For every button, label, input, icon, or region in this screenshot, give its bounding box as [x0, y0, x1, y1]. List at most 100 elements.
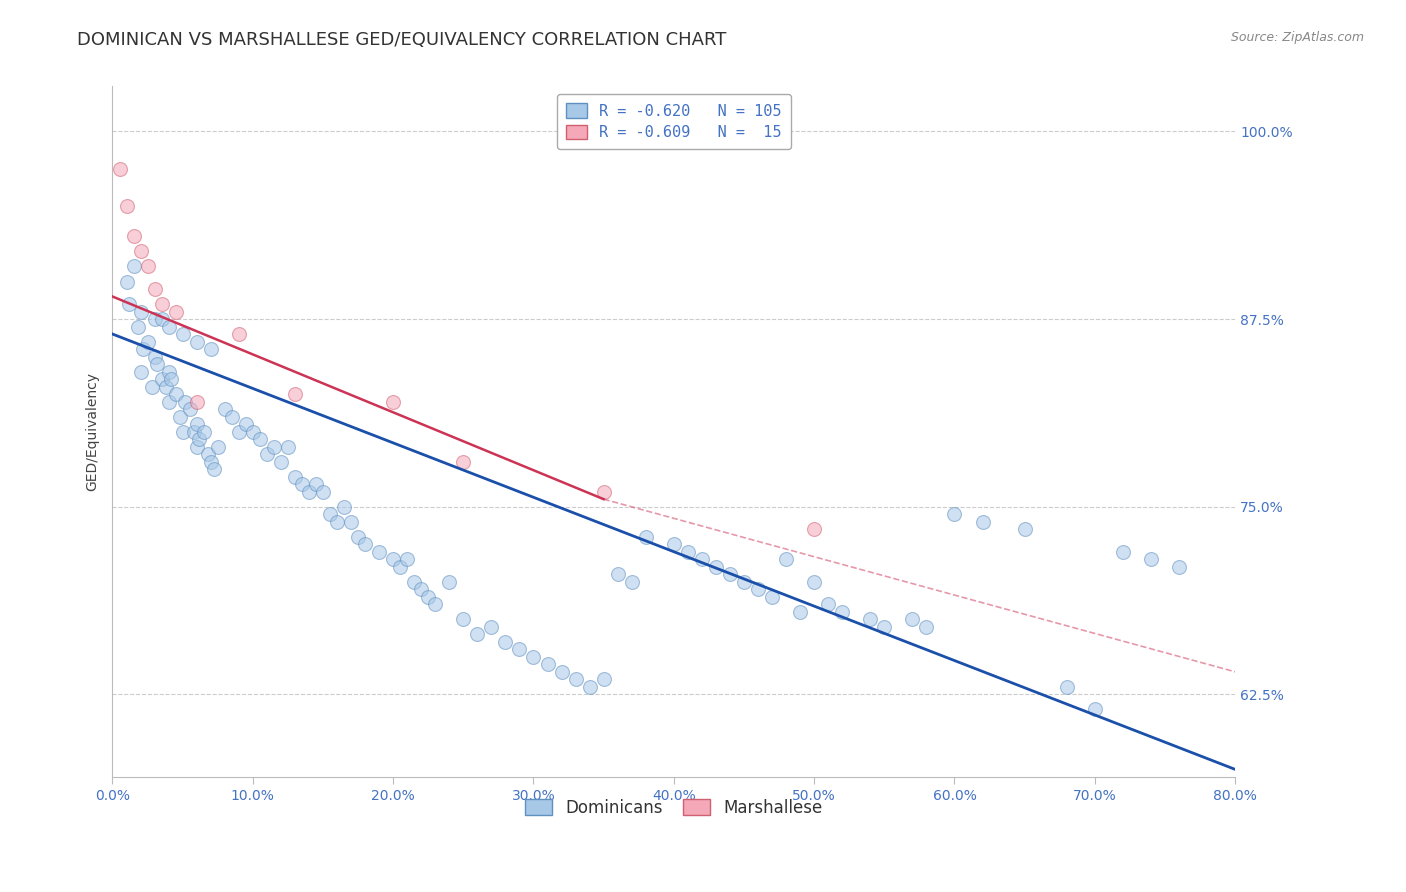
Point — [129, 365, 152, 379]
Point — [197, 447, 219, 461]
Point — [160, 372, 183, 386]
Point — [115, 199, 138, 213]
Point — [915, 620, 938, 634]
Point — [479, 620, 502, 634]
Point — [202, 462, 225, 476]
Point — [453, 455, 475, 469]
Point — [340, 515, 363, 529]
Point — [676, 544, 699, 558]
Point — [1168, 559, 1191, 574]
Point — [235, 417, 257, 431]
Point — [141, 379, 163, 393]
Point — [150, 297, 173, 311]
Point — [564, 673, 586, 687]
Point — [270, 455, 292, 469]
Point — [129, 244, 152, 259]
Point — [122, 229, 145, 244]
Point — [522, 649, 544, 664]
Point — [319, 507, 342, 521]
Point — [256, 447, 278, 461]
Point — [418, 590, 440, 604]
Point — [312, 484, 335, 499]
Point — [368, 544, 391, 558]
Point — [228, 425, 250, 439]
Point — [761, 590, 783, 604]
Point — [425, 597, 447, 611]
Point — [143, 312, 166, 326]
Point — [347, 530, 370, 544]
Point — [382, 394, 405, 409]
Point — [157, 394, 180, 409]
Point — [606, 567, 628, 582]
Point — [704, 559, 727, 574]
Point — [1056, 680, 1078, 694]
Point — [284, 469, 307, 483]
Point — [146, 357, 169, 371]
Point — [718, 567, 741, 582]
Point — [169, 409, 191, 424]
Point — [186, 417, 208, 431]
Point — [179, 402, 201, 417]
Point — [972, 515, 994, 529]
Point — [1014, 522, 1036, 536]
Point — [690, 552, 713, 566]
Point — [200, 342, 222, 356]
Text: Source: ZipAtlas.com: Source: ZipAtlas.com — [1230, 31, 1364, 45]
Point — [127, 319, 149, 334]
Point — [411, 582, 433, 597]
Point — [214, 402, 236, 417]
Point — [172, 326, 194, 341]
Point — [249, 432, 271, 446]
Legend: Dominicans, Marshallese: Dominicans, Marshallese — [519, 792, 828, 824]
Point — [207, 440, 229, 454]
Point — [389, 559, 412, 574]
Point — [263, 440, 285, 454]
Point — [200, 455, 222, 469]
Point — [284, 387, 307, 401]
Point — [662, 537, 685, 551]
Point — [382, 552, 405, 566]
Y-axis label: GED/Equivalency: GED/Equivalency — [86, 372, 100, 491]
Point — [157, 365, 180, 379]
Point — [242, 425, 264, 439]
Point — [228, 326, 250, 341]
Point — [165, 304, 187, 318]
Point — [174, 394, 197, 409]
Point — [186, 394, 208, 409]
Point — [508, 642, 530, 657]
Point — [155, 379, 177, 393]
Point — [1140, 552, 1163, 566]
Point — [165, 387, 187, 401]
Point — [150, 312, 173, 326]
Point — [578, 680, 600, 694]
Point — [789, 605, 811, 619]
Point — [747, 582, 769, 597]
Point — [298, 484, 321, 499]
Text: DOMINICAN VS MARSHALLESE GED/EQUIVALENCY CORRELATION CHART: DOMINICAN VS MARSHALLESE GED/EQUIVALENCY… — [77, 31, 727, 49]
Point — [550, 665, 572, 679]
Point — [803, 522, 825, 536]
Point — [108, 161, 131, 176]
Point — [494, 634, 516, 648]
Point — [873, 620, 896, 634]
Point — [943, 507, 966, 521]
Point — [453, 612, 475, 626]
Point — [291, 477, 314, 491]
Point — [536, 657, 558, 672]
Point — [733, 574, 755, 589]
Point — [901, 612, 924, 626]
Point — [396, 552, 419, 566]
Point — [592, 673, 614, 687]
Point — [775, 552, 797, 566]
Point — [157, 319, 180, 334]
Point — [193, 425, 215, 439]
Point — [183, 425, 205, 439]
Point — [1084, 702, 1107, 716]
Point — [859, 612, 882, 626]
Point — [333, 500, 356, 514]
Point — [592, 484, 614, 499]
Point — [326, 515, 349, 529]
Point — [467, 627, 489, 641]
Point — [129, 304, 152, 318]
Point — [118, 297, 141, 311]
